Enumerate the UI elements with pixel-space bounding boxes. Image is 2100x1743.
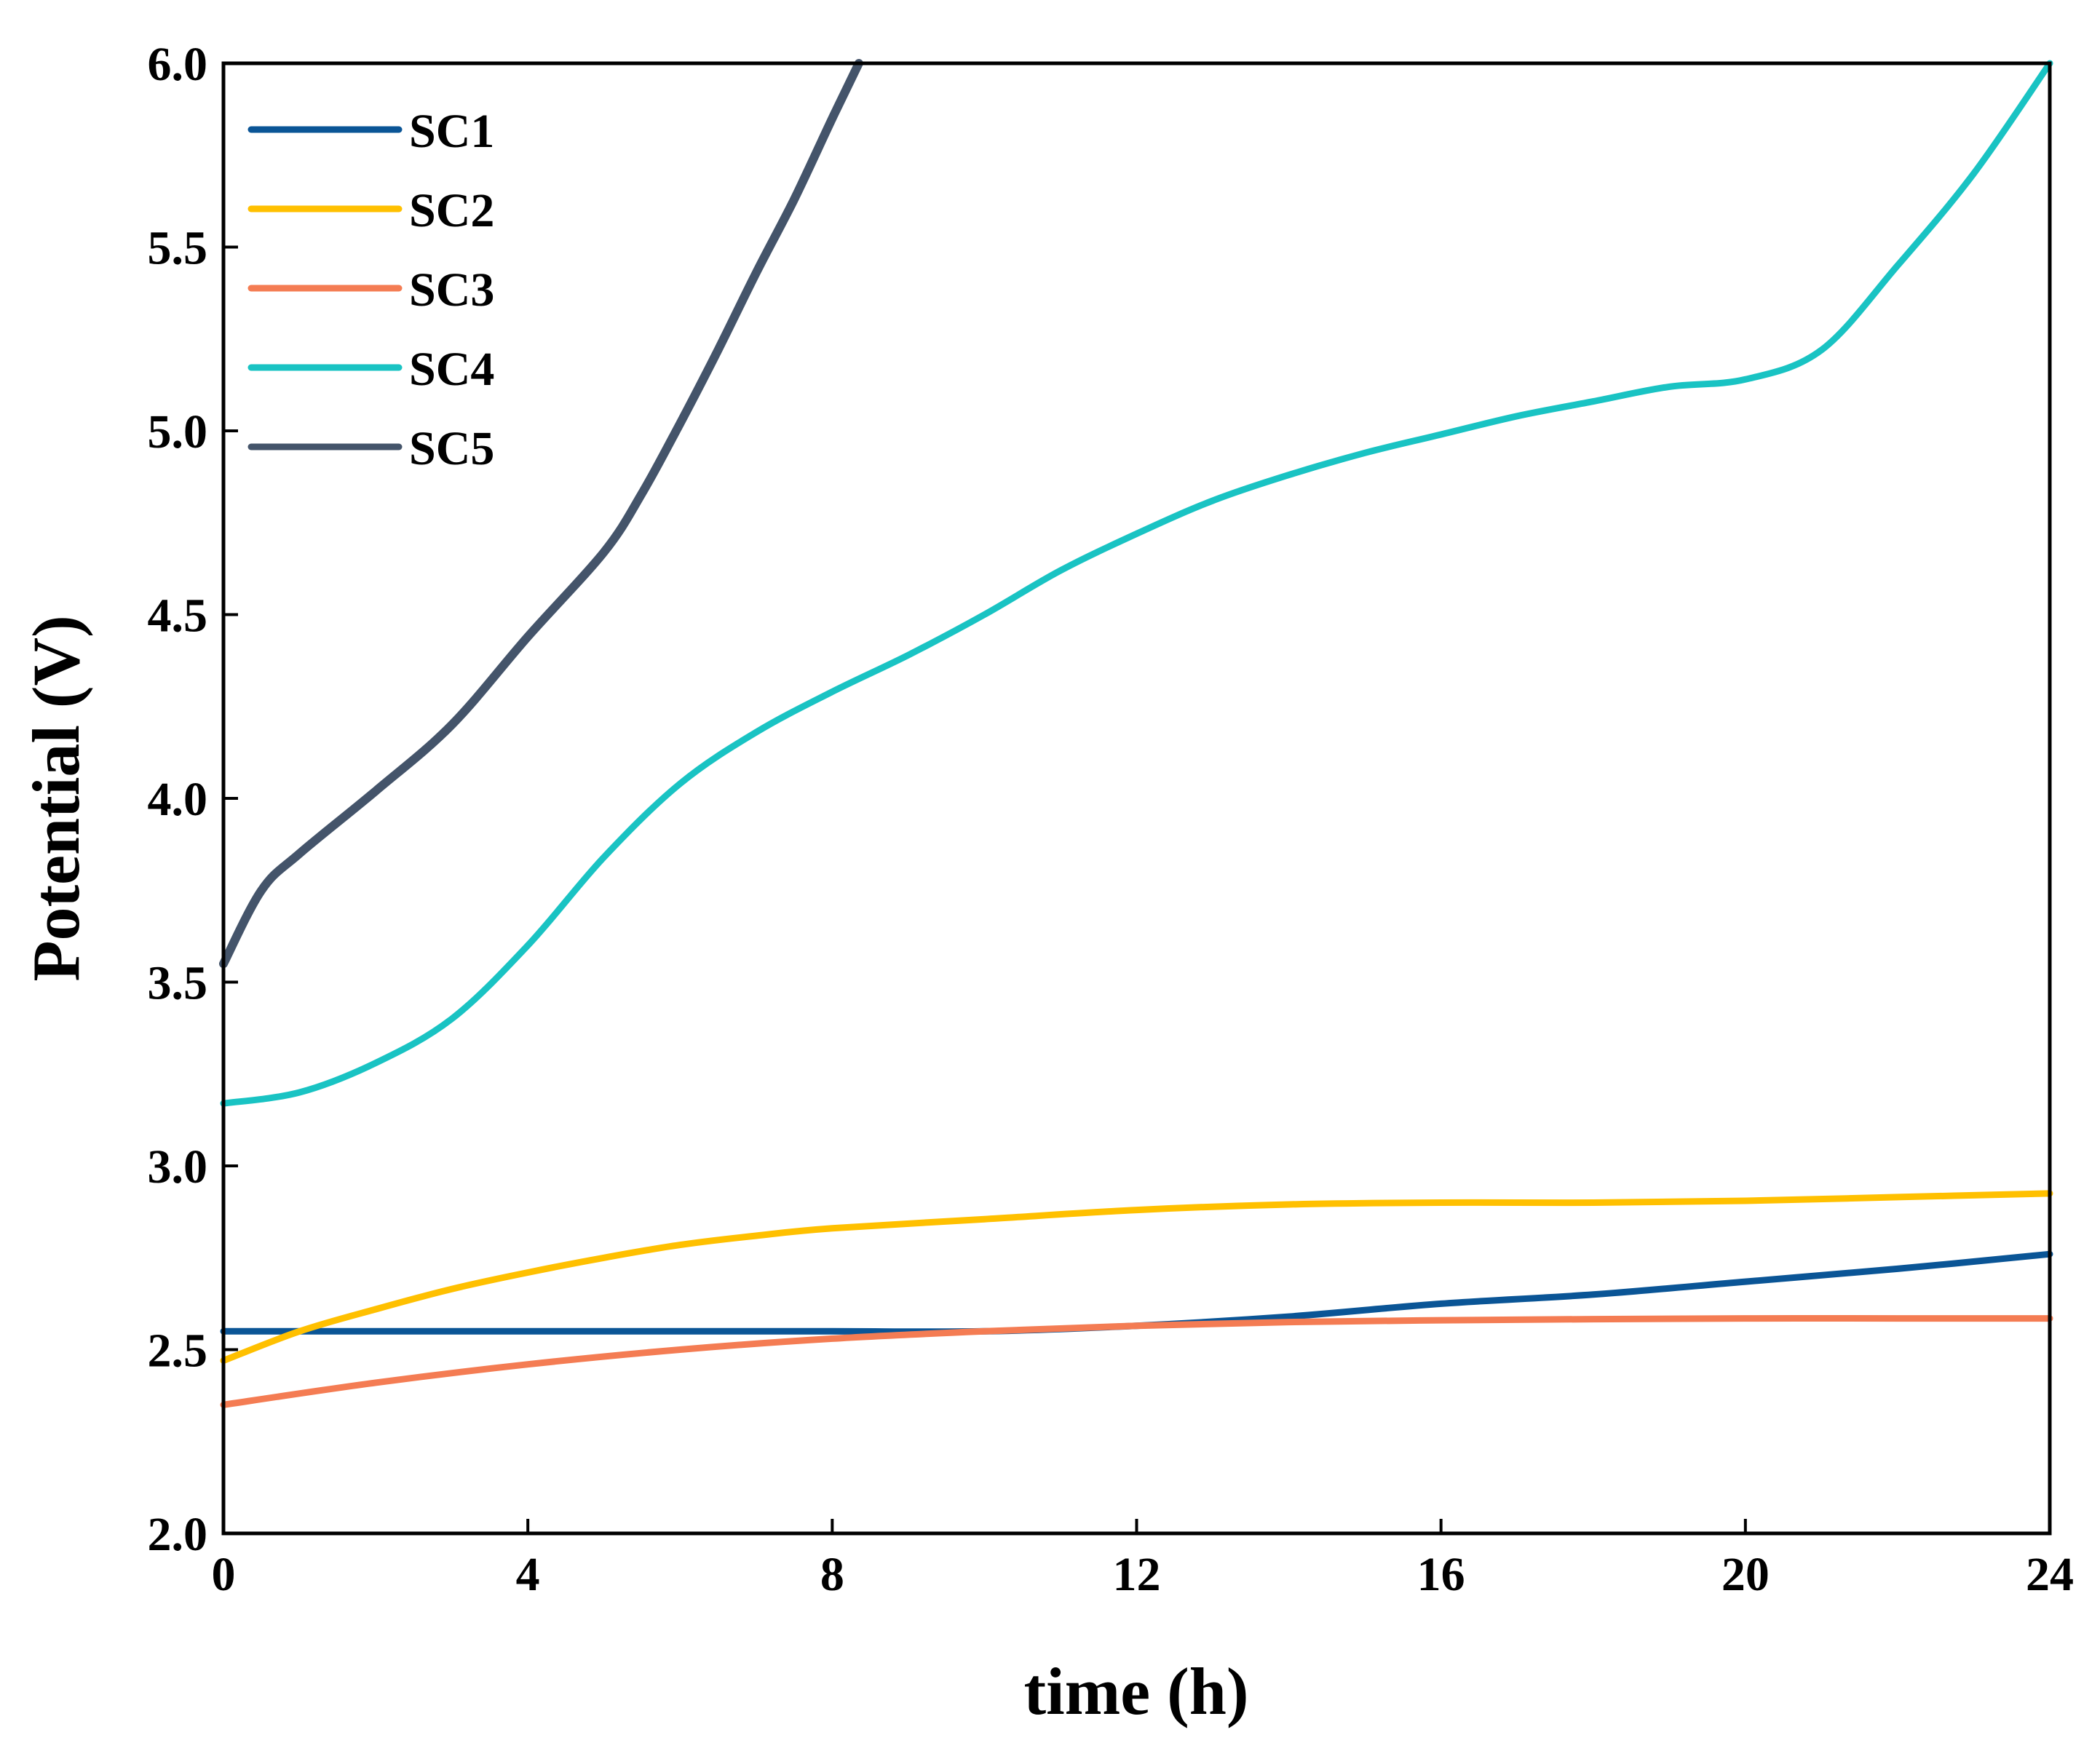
legend-label-sc5: SC5 <box>409 422 494 475</box>
series-line-sc5 <box>219 59 863 969</box>
legend-item-sc3: SC3 <box>247 263 494 317</box>
legend-item-sc5: SC5 <box>247 422 494 475</box>
x-tick-label: 24 <box>2026 1548 2074 1601</box>
legend-item-sc4: SC4 <box>247 343 494 396</box>
y-tick-label: 6.0 <box>148 38 208 91</box>
series-line-sc4 <box>220 60 2053 1107</box>
y-tick-label: 4.0 <box>148 773 208 826</box>
x-tick-label: 20 <box>1721 1548 1770 1601</box>
axis-layer: 0 4 8 12 16 20 24 2.0 2.5 3.0 3.5 4.0 4.5 5.0 5.5 6.0 <box>148 38 2075 1601</box>
x-tick-label: 4 <box>516 1548 540 1601</box>
x-tick-label: 0 <box>212 1548 236 1601</box>
y-axis-title: Potential (V) <box>19 615 93 981</box>
legend-label-sc4: SC4 <box>409 343 494 396</box>
x-tick-label: 12 <box>1113 1548 1161 1601</box>
y-tick-label: 3.5 <box>148 957 208 1010</box>
x-tick-label: 16 <box>1417 1548 1465 1601</box>
legend-item-sc2: SC2 <box>247 184 494 237</box>
series-layer <box>219 59 2053 1408</box>
y-tick-label: 4.5 <box>148 589 208 643</box>
legend: SC1 SC2 SC3 SC4 SC5 <box>247 105 494 475</box>
plot-frame <box>221 61 2052 1536</box>
legend-label-sc2: SC2 <box>409 184 494 237</box>
legend-item-sc1: SC1 <box>247 105 494 158</box>
y-tick-label: 3.0 <box>148 1140 208 1194</box>
x-axis-title: time (h) <box>1023 1654 1248 1728</box>
series-line-sc3 <box>220 1315 2053 1408</box>
y-tick-label: 2.0 <box>148 1508 208 1561</box>
x-tick-label: 8 <box>820 1548 844 1601</box>
y-tick-label: 5.0 <box>148 405 208 458</box>
y-tick-label: 5.5 <box>148 222 208 275</box>
y-tick-label: 2.5 <box>148 1325 208 1378</box>
series-line-sc2 <box>220 1190 2053 1365</box>
legend-label-sc3: SC3 <box>409 263 494 317</box>
legend-label-sc1: SC1 <box>409 105 494 158</box>
